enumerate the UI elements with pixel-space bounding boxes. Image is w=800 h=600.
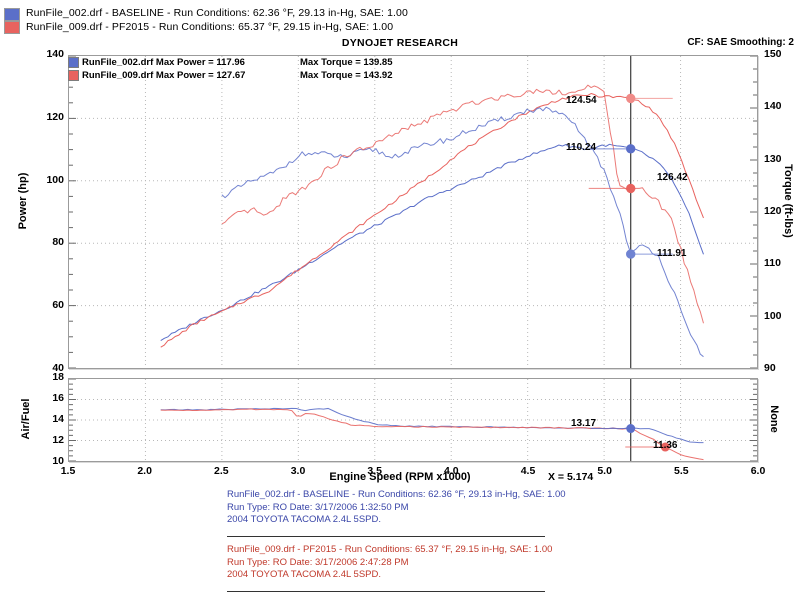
power-torque-plot [68, 55, 758, 369]
curve-runfile-002-drf-power [160, 143, 704, 341]
y-tick-power-140: 140 [46, 48, 64, 60]
run002-max-torque: Max Torque = 139.85 [300, 57, 393, 68]
cf-smoothing-label: CF: SAE Smoothing: 2 [687, 37, 794, 48]
y-axis-title-power: Power (hp) [17, 172, 29, 230]
y-axis-title-torque: Torque (ft-lbs) [782, 164, 794, 238]
top-legend: RunFile_002.drf - BASELINE - Run Conditi… [0, 4, 800, 36]
run-legend-swatch-run002 [68, 57, 79, 68]
air-fuel-plot [68, 378, 758, 462]
legend-swatch-run002 [4, 8, 20, 21]
curve-runfile-002-drf-air-fuel [160, 407, 704, 444]
footer-run002: RunFile_002.drf - BASELINE - Run Conditi… [227, 489, 566, 527]
y-tick-torque-110: 110 [764, 257, 781, 270]
callout-power-blue: 110.24 [566, 142, 597, 153]
x-tick-4-5: 4.5 [520, 465, 536, 477]
curve-runfile-009-drf-power [160, 92, 704, 348]
y-tick-torque-130: 130 [764, 152, 782, 165]
footer-divider-red [227, 591, 545, 592]
footer-divider-blue [227, 536, 545, 537]
callout-torque-blue-right: 126.42 [657, 172, 688, 183]
y-tick-power-60: 60 [52, 299, 64, 312]
x-tick-2-0: 2.0 [137, 465, 152, 477]
y-tick-power-40: 40 [52, 362, 64, 374]
y-tick-power-120: 120 [46, 110, 64, 123]
callout-airfuel-red: 11.36 [653, 440, 678, 451]
y-tick-airfuel-16: 16 [52, 392, 64, 404]
curve-runfile-009-drf-air-fuel [160, 408, 704, 461]
legend-row-run009: RunFile_009.drf - PF2015 - Run Condition… [26, 21, 394, 33]
y-tick-power-80: 80 [52, 236, 64, 249]
page-title: DYNOJET RESEARCH [341, 37, 459, 49]
y-tick-torque-120: 120 [764, 205, 782, 217]
y-tick-torque-100: 100 [764, 309, 782, 322]
run009-max-torque: Max Torque = 143.92 [300, 70, 393, 81]
callout-torque-red: 124.54 [566, 95, 597, 106]
y-tick-torque-90: 90 [764, 362, 776, 374]
x-tick-3-0: 3.0 [290, 465, 306, 477]
footer-red-line-1: RunFile_009.drf - PF2015 - Run Condition… [227, 544, 553, 555]
run009-max-power: RunFile_009.drf Max Power = 127.67 [82, 70, 246, 81]
x-axis-title: Engine Speed (RPM x1000) [329, 471, 471, 483]
y-tick-torque-140: 140 [764, 100, 782, 113]
y-axis-title-airfuel: Air/Fuel [20, 398, 32, 440]
x-tick-1-5: 1.5 [60, 465, 76, 477]
y-tick-airfuel-18: 18 [52, 371, 64, 383]
footer-blue-line-2: Run Type: RO Date: 3/17/2006 1:32:50 PM [227, 501, 409, 513]
x-tick-6-0: 6.0 [750, 465, 766, 477]
x-tick-5-5: 5.5 [674, 465, 689, 477]
cursor-x-readout: X = 5.174 [548, 471, 594, 483]
air-fuel-svg [69, 379, 757, 461]
run-legend-line-run002: RunFile_002.drf Max Power = 117.96 Max T… [82, 56, 393, 69]
run002-max-power: RunFile_002.drf Max Power = 117.96 [82, 57, 245, 68]
y-tick-power-100: 100 [46, 173, 64, 186]
run-legend-line-run009: RunFile_009.drf Max Power = 127.67 Max T… [82, 69, 393, 82]
y-axis-title-none: None [768, 405, 780, 433]
x-tick-2-5: 2.5 [214, 465, 229, 477]
curve-runfile-009-drf-torque [221, 84, 704, 324]
power-torque-svg [69, 56, 757, 368]
y-tick-airfuel-10: 10 [52, 455, 64, 467]
callout-power-red-low: 111.91 [657, 248, 687, 259]
x-tick-3-5: 3.5 [367, 465, 382, 477]
x-tick-4-0: 4.0 [444, 465, 459, 477]
callout-airfuel-blue: 13.17 [571, 418, 597, 429]
x-tick-5-0: 5.0 [597, 465, 612, 477]
footer-run009: RunFile_009.drf - PF2015 - Run Condition… [227, 544, 552, 582]
y-tick-torque-150: 150 [764, 48, 782, 60]
footer-blue-line-3: 2004 TOYOTA TACOMA 2.4L 5SPD. [227, 514, 382, 525]
legend-swatch-run009 [4, 21, 20, 34]
legend-row-run002: RunFile_002.drf - BASELINE - Run Conditi… [26, 7, 408, 19]
footer-red-line-2: Run Type: RO Date: 3/17/2006 2:47:28 PM [227, 556, 409, 568]
y-tick-airfuel-12: 12 [52, 434, 64, 446]
run-legend-swatch-run009 [68, 70, 79, 81]
y-tick-airfuel-14: 14 [52, 413, 64, 425]
footer-red-line-3: 2004 TOYOTA TACOMA 2.4L 5SPD. [227, 569, 382, 580]
footer-blue-line-1: RunFile_002.drf - BASELINE - Run Conditi… [227, 489, 566, 500]
curve-runfile-002-drf-torque [221, 106, 704, 358]
